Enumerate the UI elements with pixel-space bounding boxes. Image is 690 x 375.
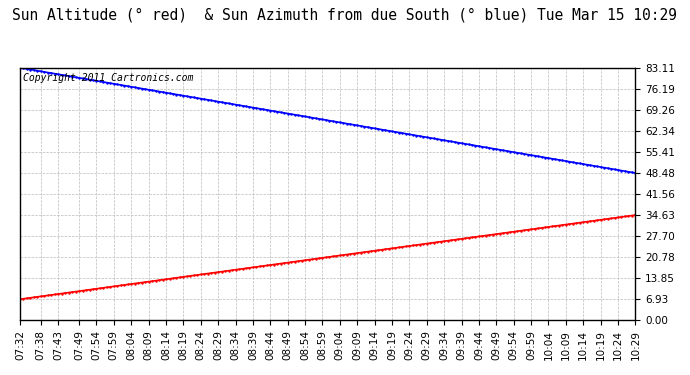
Text: Copyright 2011 Cartronics.com: Copyright 2011 Cartronics.com: [23, 73, 193, 83]
Text: Sun Altitude (° red)  & Sun Azimuth from due South (° blue) Tue Mar 15 10:29: Sun Altitude (° red) & Sun Azimuth from …: [12, 8, 678, 22]
